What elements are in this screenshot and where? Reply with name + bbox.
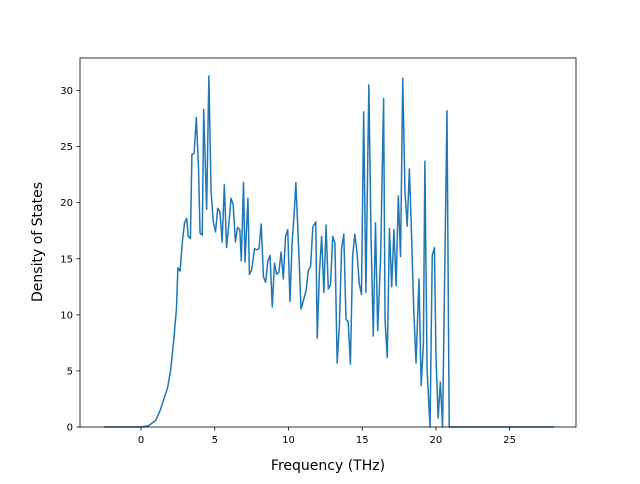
x-tick-label: 25	[503, 435, 516, 446]
x-tick-label: 20	[430, 435, 443, 446]
y-axis-label: Density of States	[30, 182, 46, 302]
plot-frame	[79, 57, 577, 428]
x-tick-label: 0	[138, 435, 144, 446]
y-tick-label: 10	[60, 310, 73, 321]
y-tick-label: 30	[60, 86, 73, 97]
y-tick-label: 20	[60, 198, 73, 209]
y-tick-label: 15	[60, 254, 73, 265]
data-line	[104, 75, 554, 428]
x-axis-label: Frequency (THz)	[271, 458, 385, 474]
x-tick-label: 10	[282, 435, 295, 446]
x-tick-label: 5	[212, 435, 218, 446]
y-tick-label: 5	[67, 366, 73, 377]
y-tick-label: 25	[60, 142, 73, 153]
y-tick-label: 0	[67, 423, 73, 434]
x-tick-label: 15	[356, 435, 369, 446]
